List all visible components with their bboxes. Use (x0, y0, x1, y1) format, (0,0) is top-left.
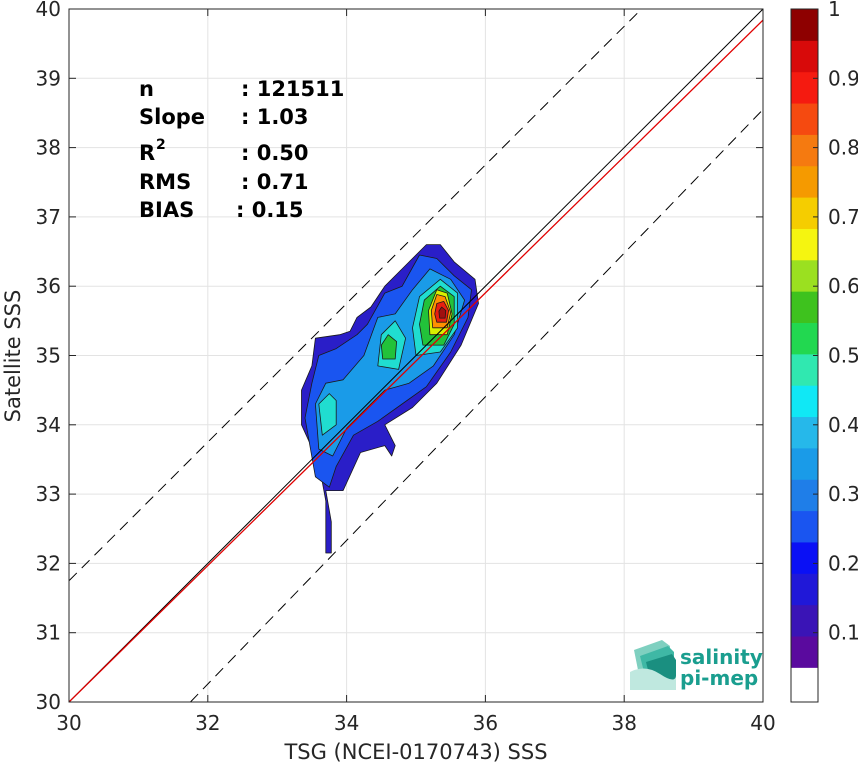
colorbar-segment (791, 573, 818, 606)
y-tick-label: 30 (36, 690, 61, 714)
grid (68, 8, 764, 703)
colorbar-segment (791, 447, 818, 480)
colorbar-tick-label: 0.7 (828, 205, 858, 229)
x-tick-label: 32 (195, 711, 220, 735)
logo-line2: pi-mep (680, 666, 758, 690)
lower-bound-line (190, 109, 763, 702)
stats-panel: n : 121511 Slope : 1.03 R 2 : 0.50 RMS :… (139, 77, 344, 222)
colorbar-segment (791, 479, 818, 512)
colorbar (790, 8, 819, 703)
colorbar-segment (791, 510, 818, 543)
stat-n-key: n (139, 77, 154, 101)
density-contour-0.5 (380, 334, 398, 360)
one-to-one-line (69, 9, 763, 702)
stat-r2-superscript: 2 (156, 137, 166, 153)
colorbar-tick-label: 0.4 (828, 413, 858, 437)
colorbar-segment (791, 103, 818, 135)
colorbar-segment (791, 259, 818, 292)
logo-line1: salinity (680, 645, 763, 669)
colorbar-tick-label: 1 (828, 0, 841, 21)
x-axis-label: TSG (NCEI-0170743) SSS (283, 740, 547, 764)
colorbar-segment (791, 416, 818, 449)
colorbar-segment (791, 197, 818, 229)
x-tick-label: 40 (750, 711, 775, 735)
y-tick-label: 32 (36, 551, 61, 575)
stat-bias-value: : 0.15 (236, 198, 304, 222)
stat-slope-value: : 1.03 (241, 105, 309, 129)
y-axis-label: Satellite SSS (1, 290, 25, 423)
stat-rms-value: : 0.71 (241, 170, 309, 194)
colorbar-tick-label: 0.1 (828, 621, 858, 645)
colorbar-tick-label: 0.8 (828, 136, 858, 160)
colorbar-tick-label: 0.3 (828, 482, 858, 506)
salinity-pi-mep-logo: salinity pi-mep (630, 640, 763, 690)
colorbar-segment (791, 228, 818, 261)
colorbar-segment (791, 385, 818, 418)
colorbar-segment (791, 40, 818, 73)
stat-bias-key: BIAS (139, 198, 194, 222)
y-tick-label: 33 (36, 482, 61, 506)
y-tick-label: 38 (36, 136, 61, 160)
x-tick-label: 38 (611, 711, 636, 735)
stat-rms-key: RMS (139, 170, 191, 194)
colorbar-tick-labels: 0.1 0.2 0.3 0.4 0.5 0.6 0.7 0.8 0.9 1 (828, 0, 858, 645)
stat-r2-value: : 0.50 (241, 141, 309, 165)
y-tick-label: 36 (36, 274, 61, 298)
y-tick-label: 37 (36, 205, 61, 229)
stat-r2-key: R (139, 141, 155, 165)
colorbar-segment (791, 71, 818, 104)
y-tick-label: 35 (36, 344, 61, 368)
colorbar-tick-label: 0.2 (828, 551, 858, 575)
x-tick-labels: 30 32 34 36 38 40 (56, 711, 775, 735)
y-tick-label: 40 (36, 0, 61, 21)
stat-n-value: : 121511 (241, 77, 344, 101)
colorbar-segment (791, 353, 818, 386)
colorbar-segment (791, 9, 818, 41)
regression-line (69, 19, 763, 702)
colorbar-tick-label: 0.5 (828, 344, 858, 368)
reference-lines (69, 9, 763, 702)
y-tick-label: 34 (36, 413, 61, 437)
stat-slope-key: Slope (139, 105, 205, 129)
y-tick-labels: 30 31 32 33 34 35 36 37 38 39 40 (36, 0, 61, 714)
x-tick-label: 34 (334, 711, 359, 735)
x-tick-label: 30 (56, 711, 81, 735)
y-tick-label: 31 (36, 621, 61, 645)
colorbar-segment (791, 604, 818, 637)
density-contour-0.97 (438, 306, 447, 319)
colorbar-segment (791, 636, 818, 668)
y-tick-label: 39 (36, 66, 61, 90)
colorbar-segment-empty (791, 667, 818, 702)
density-contour-0.35 (318, 393, 337, 436)
colorbar-segment (791, 134, 818, 167)
x-tick-label: 36 (473, 711, 498, 735)
colorbar-segment (791, 165, 818, 198)
colorbar-segment (791, 541, 818, 574)
colorbar-tick-label: 0.6 (828, 274, 858, 298)
upper-bound-line (69, 9, 643, 582)
colorbar-tick-label: 0.9 (828, 66, 858, 90)
axis-ticks (68, 8, 764, 703)
colorbar-segment (791, 291, 818, 323)
colorbar-segment (791, 322, 818, 355)
logo-waves-icon (630, 640, 676, 690)
